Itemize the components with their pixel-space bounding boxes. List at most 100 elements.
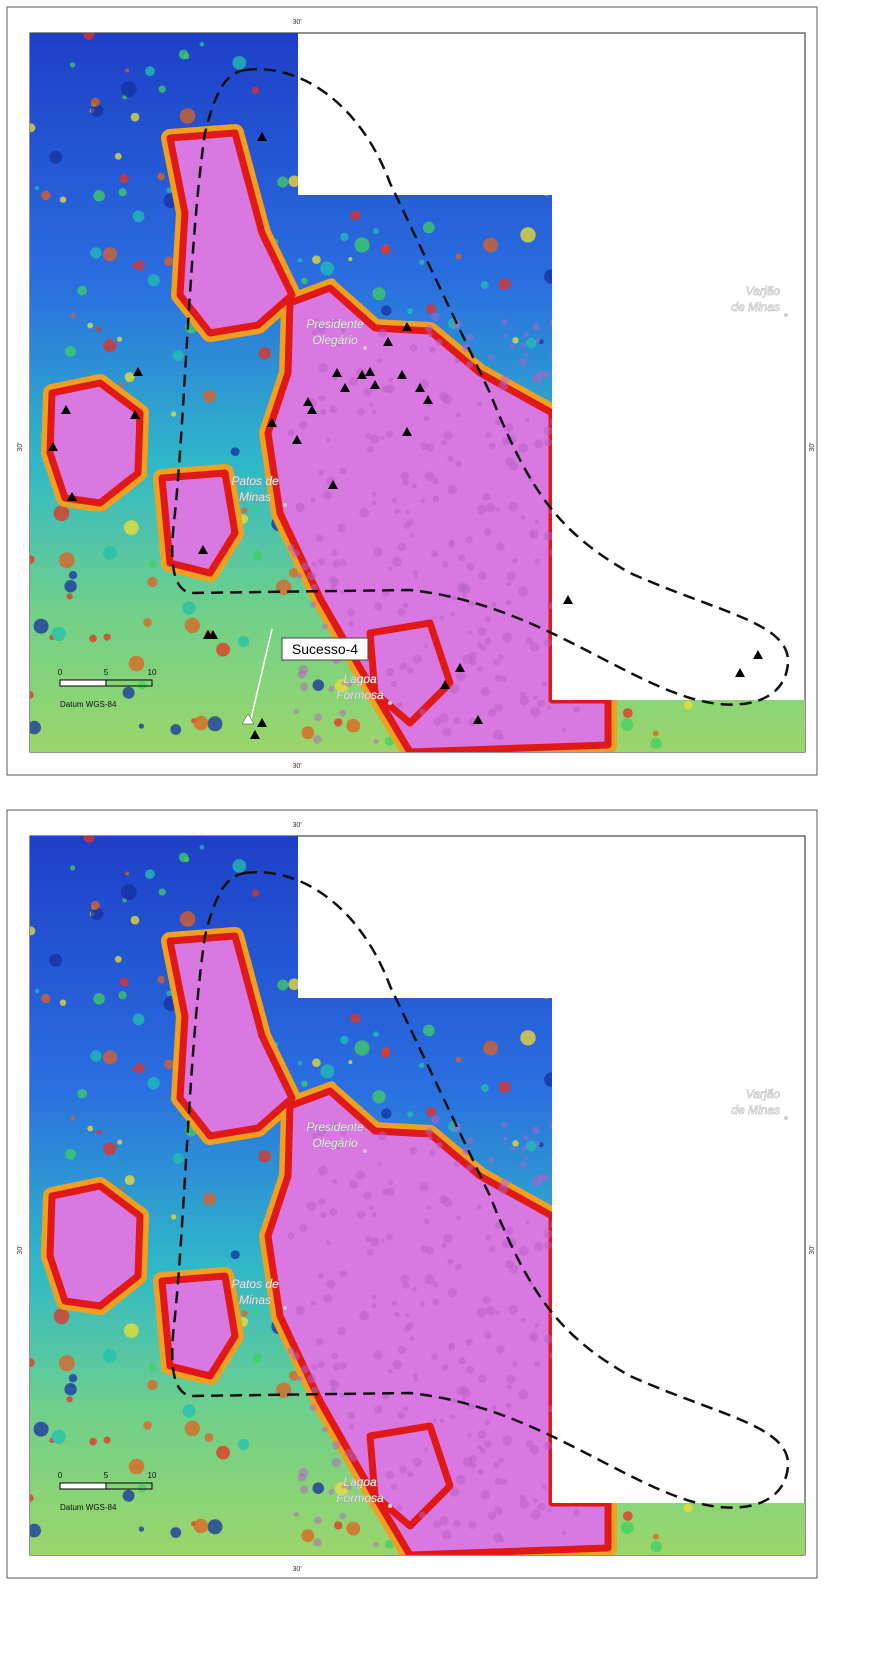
scale-label: 10 xyxy=(148,668,157,677)
texture xyxy=(313,1538,322,1547)
texture xyxy=(488,708,496,716)
texture xyxy=(288,1232,295,1239)
texture xyxy=(299,1468,309,1478)
texture xyxy=(399,663,407,671)
texture xyxy=(453,1520,461,1528)
anomaly-spot xyxy=(520,1030,535,1045)
texture xyxy=(331,550,338,557)
texture xyxy=(433,478,439,484)
texture xyxy=(316,1338,324,1346)
texture xyxy=(372,1303,377,1308)
texture xyxy=(469,1455,477,1463)
texture xyxy=(520,696,530,706)
town-dot xyxy=(388,1504,392,1508)
anomaly-spot xyxy=(205,1433,214,1442)
texture xyxy=(534,1323,539,1328)
texture xyxy=(457,1387,466,1396)
anomaly-spot xyxy=(149,560,157,568)
texture xyxy=(403,1282,410,1289)
texture xyxy=(432,1298,439,1305)
texture xyxy=(447,1259,453,1265)
texture xyxy=(378,1132,387,1141)
texture xyxy=(542,1484,547,1489)
anomaly-spot xyxy=(90,1050,101,1061)
texture xyxy=(496,507,500,511)
texture xyxy=(498,1458,504,1464)
anomaly-spot xyxy=(59,552,75,568)
anomaly-spot xyxy=(252,87,259,94)
anomaly-spot xyxy=(423,222,435,234)
texture xyxy=(530,642,540,652)
anomaly-spot xyxy=(70,62,75,67)
datum: Datum WGS-84 xyxy=(60,1503,117,1512)
texture xyxy=(388,1180,393,1185)
texture xyxy=(322,624,328,630)
texture xyxy=(333,1179,338,1184)
anomaly-spot xyxy=(355,1040,370,1055)
texture xyxy=(504,423,513,432)
texture xyxy=(495,1478,503,1486)
anomaly-spot xyxy=(203,1193,216,1206)
texture xyxy=(340,1362,347,1369)
place-label: de Minas xyxy=(731,300,780,314)
texture xyxy=(424,1218,430,1224)
anomaly-spot xyxy=(89,1438,97,1446)
anomaly-spot xyxy=(407,308,413,314)
anomaly-spot xyxy=(259,1150,271,1162)
texture xyxy=(483,1296,491,1304)
texture xyxy=(307,1202,316,1211)
anomaly-spot xyxy=(252,551,262,561)
texture xyxy=(410,1147,418,1155)
texture xyxy=(480,1448,486,1454)
anomaly-spot xyxy=(34,1422,49,1437)
texture xyxy=(456,413,461,418)
texture xyxy=(504,334,508,338)
anomaly-spot xyxy=(301,726,314,739)
texture xyxy=(339,1513,346,1520)
texture xyxy=(311,1301,316,1306)
anomaly-spot xyxy=(120,1186,124,1190)
texture xyxy=(412,1287,417,1292)
texture xyxy=(424,415,430,421)
texture xyxy=(323,491,332,500)
anomaly-spot xyxy=(252,890,259,897)
anomaly-spot xyxy=(185,1421,200,1436)
anomaly-spot xyxy=(60,1000,66,1006)
texture xyxy=(519,358,527,366)
anomaly-spot xyxy=(373,1031,379,1037)
texture xyxy=(531,707,541,717)
anomaly-spot xyxy=(301,278,307,284)
texture xyxy=(407,668,413,674)
anomaly-spot xyxy=(381,245,391,255)
texture xyxy=(441,440,447,446)
texture xyxy=(386,384,395,393)
texture xyxy=(512,1361,518,1367)
texture xyxy=(469,652,477,660)
texture xyxy=(433,615,437,619)
texture xyxy=(332,1458,341,1467)
town-dot xyxy=(283,503,287,507)
anomaly-spot xyxy=(117,1140,122,1145)
texture xyxy=(530,532,535,537)
texture xyxy=(477,1205,482,1210)
anomaly-spot xyxy=(120,977,129,986)
anomaly-spot xyxy=(312,255,321,264)
anomaly-spot xyxy=(372,1090,385,1103)
anomaly-spot xyxy=(125,69,129,73)
texture xyxy=(326,1241,331,1246)
anomaly-spot xyxy=(115,956,122,963)
anomaly-spot xyxy=(651,1541,662,1552)
texture xyxy=(547,1509,551,1513)
texture xyxy=(492,1405,497,1410)
anomaly-spot xyxy=(301,1529,314,1542)
texture xyxy=(395,1312,400,1317)
anomaly-spot xyxy=(483,238,498,253)
datum: Datum WGS-84 xyxy=(60,700,117,709)
texture xyxy=(427,332,432,337)
texture xyxy=(357,1211,365,1219)
anomaly-spot xyxy=(456,1057,462,1063)
place-label: Varjão xyxy=(746,1087,781,1101)
anomaly-spot xyxy=(180,911,196,927)
texture xyxy=(373,547,382,556)
texture xyxy=(419,709,425,715)
